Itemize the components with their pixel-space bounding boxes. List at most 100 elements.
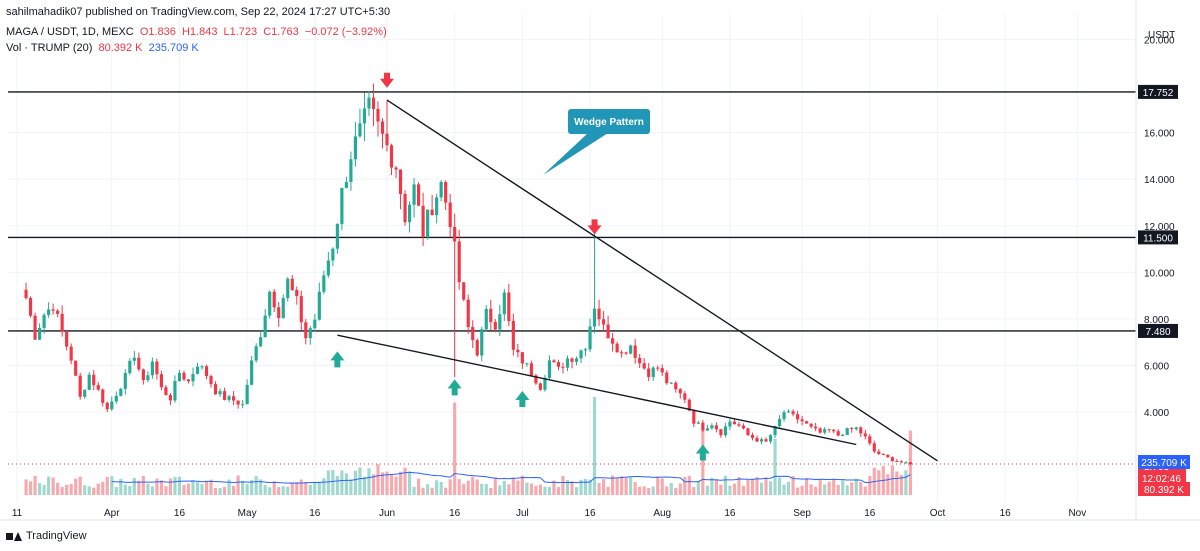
candle-body [588, 326, 592, 350]
close-value: C1.763 [263, 26, 299, 38]
candle-body [394, 167, 398, 170]
volume-bar [597, 483, 601, 495]
candle-body [872, 443, 876, 452]
candle-body [290, 278, 294, 290]
volume-bar [101, 481, 105, 495]
candle-body [800, 419, 804, 422]
price-axis[interactable]: 20.000 16.000 14.000 12.000 10.000 8.000 6.000… [1135, 0, 1190, 520]
volume-bar [349, 479, 353, 495]
candle-body [615, 343, 619, 353]
volume-bar [444, 487, 448, 495]
volume-bar [786, 481, 791, 495]
candle-body [195, 366, 200, 374]
volume-bar [457, 479, 461, 495]
candle-body [660, 368, 664, 373]
volume-bar [620, 476, 624, 495]
level-label: 7.480 [1145, 327, 1170, 338]
candle-body [74, 360, 78, 376]
candle-body [719, 429, 723, 436]
candle-body [796, 414, 800, 420]
ohlc-legend[interactable]: MAGA / USDT, 1D, MEXC O1.836 H1.843 L1.7… [6, 26, 390, 38]
volume-tag: 80.392 K [1144, 485, 1184, 496]
time-tick-label: 16 [309, 508, 321, 519]
candle-body [710, 425, 714, 429]
candle-body [484, 308, 488, 330]
candle-body [656, 367, 660, 369]
volume-bar [782, 484, 786, 495]
candle-body [556, 362, 561, 367]
candle-body [322, 275, 326, 292]
volume-bar [38, 483, 42, 495]
volume-bar [448, 479, 452, 495]
candle-body [462, 282, 466, 300]
volume-bar [890, 465, 894, 495]
volume-bar [268, 487, 272, 495]
volume-bar [814, 486, 818, 495]
volume-bar [800, 485, 804, 495]
candle-body [791, 411, 795, 415]
tradingview-brand: TradingView [26, 530, 87, 542]
time-tick-label: 16 [864, 508, 876, 519]
callout-pointer [543, 133, 608, 175]
volume-ma-value: 235.709 K [148, 42, 199, 54]
candle-body [674, 382, 678, 390]
volume-bar [358, 467, 362, 495]
candle-body [895, 461, 899, 463]
volume-bar [421, 487, 425, 495]
volume-bar [241, 480, 245, 495]
time-tick-label: 16 [584, 508, 596, 519]
volume-bar [453, 402, 457, 495]
candle-body [786, 411, 791, 413]
volume-bar [845, 485, 849, 495]
time-axis[interactable]: 11 Apr 16 May 16 Jun 16 Jul 16 Aug 16 Sep 16 Oct 16 Nov [0, 508, 1200, 521]
time-tick-label: Jun [379, 508, 395, 519]
tradingview-footer[interactable]: TradingView [6, 530, 87, 542]
candle-body [362, 108, 367, 124]
candle-body [281, 298, 285, 318]
volume-bar [895, 471, 899, 495]
volume-bar [489, 487, 493, 495]
candle-body [832, 429, 836, 432]
candle-body [890, 457, 894, 462]
time-tick-label: 16 [724, 508, 736, 519]
horizontal-levels [8, 91, 1136, 332]
symbol-label[interactable]: MAGA / USDT, 1D, MEXC [6, 26, 134, 38]
candle-body [534, 375, 538, 384]
candle-body [520, 352, 524, 364]
volume-bar [435, 480, 439, 495]
volume-bar [683, 476, 687, 495]
volume-bar [344, 473, 348, 495]
level-label-bg [1138, 323, 1178, 338]
volume-bar [254, 476, 258, 495]
candle-body [51, 309, 55, 311]
candle-body [836, 431, 840, 436]
level-label-bg [1138, 230, 1178, 245]
candle-body [87, 374, 91, 390]
volume-bar [308, 484, 312, 495]
volume-bar [326, 470, 330, 495]
volume-bar [638, 486, 642, 495]
time-tick-label: 16 [1000, 508, 1012, 519]
volume-bar [69, 483, 73, 495]
volume-bar [660, 478, 664, 495]
volume-bar [462, 483, 466, 495]
high-value: H1.843 [181, 26, 218, 38]
candle-body [119, 388, 123, 396]
candle-body [768, 435, 773, 442]
candle-body [863, 433, 867, 437]
volume-legend[interactable]: Vol · TRUMP (20) 80.392 K 235.709 K [6, 42, 202, 54]
volume-bar [398, 471, 403, 495]
candle-body [222, 391, 227, 400]
time-tick-label: 16 [449, 508, 461, 519]
volume-bar [299, 479, 303, 495]
candle-body [83, 389, 87, 397]
volume-bar [471, 476, 475, 495]
time-tick-label: Sep [793, 508, 811, 519]
price-tick-label: 6.000 [1144, 361, 1169, 372]
volume-label[interactable]: Vol · TRUMP (20) [6, 42, 93, 54]
candle-body [723, 426, 727, 436]
candle-body [168, 395, 173, 401]
volume-bar [119, 478, 123, 495]
volume-bar [809, 484, 813, 495]
